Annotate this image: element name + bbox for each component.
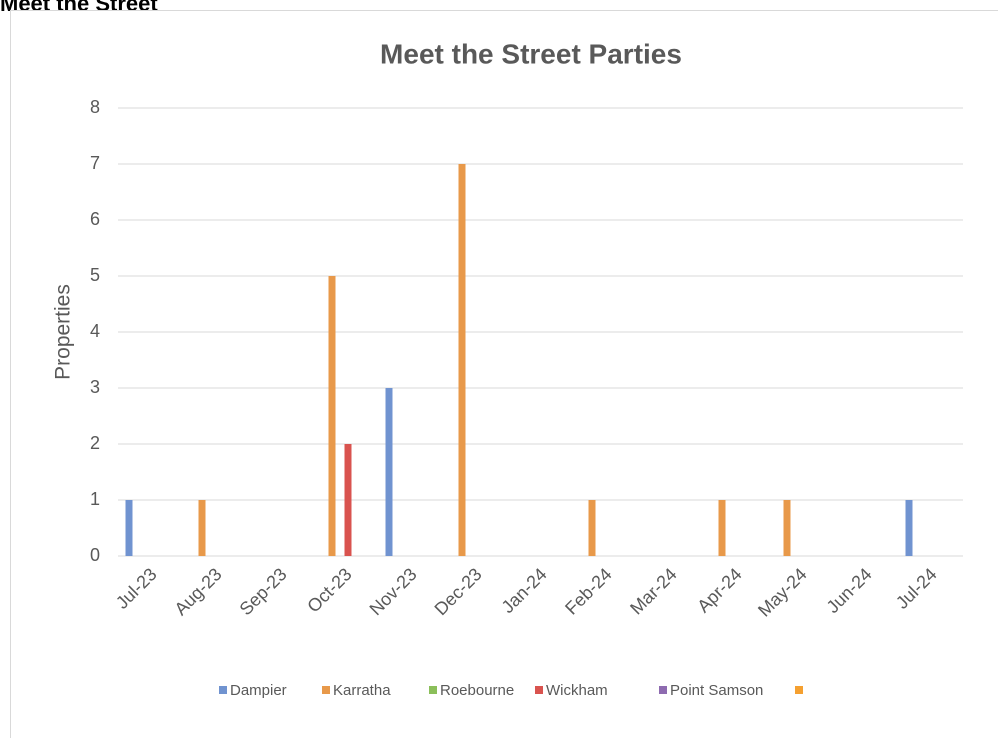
x-tick-label: Jan-24 (498, 564, 551, 617)
legend-swatch (795, 686, 803, 694)
y-axis-title: Properties (52, 284, 75, 380)
legend-swatch (429, 686, 437, 694)
bar (198, 500, 206, 556)
bar (328, 276, 336, 556)
legend-swatch (322, 686, 330, 694)
bar (718, 500, 726, 556)
x-tick-label: May-24 (754, 564, 811, 621)
x-tick-label: Nov-23 (366, 564, 421, 619)
bar (385, 388, 393, 556)
page-title: Meet the Street (0, 0, 158, 16)
x-tick-label: Jun-24 (823, 564, 876, 617)
bar (458, 164, 466, 556)
x-tick-label: Apr-24 (693, 564, 745, 616)
chart-border (10, 10, 998, 738)
legend-swatch (219, 686, 227, 694)
legend-label: Roebourne (440, 682, 514, 699)
legend-swatch (535, 686, 543, 694)
legend-label: Karratha (333, 682, 391, 699)
bar (588, 500, 596, 556)
bar (125, 500, 133, 556)
x-tick-label: Oct-23 (303, 564, 355, 616)
x-tick-label: Dec-23 (431, 564, 486, 619)
x-tick-label: Jul-23 (112, 564, 161, 613)
x-tick-label: Mar-24 (626, 564, 680, 618)
x-tick-label: Jul-24 (892, 564, 941, 613)
bar (783, 500, 791, 556)
x-tick-label: Feb-24 (561, 564, 615, 618)
y-tick-label: 3 (90, 377, 100, 397)
bar (344, 444, 352, 556)
legend-swatch (659, 686, 667, 694)
y-tick-label: 1 (90, 489, 100, 509)
y-tick-label: 4 (90, 321, 100, 341)
y-tick-label: 8 (90, 97, 100, 117)
y-tick-label: 0 (90, 545, 100, 565)
x-tick-label: Sep-23 (235, 564, 290, 619)
legend-label: Point Samson (670, 682, 763, 699)
legend-label: Dampier (230, 682, 287, 699)
bar (905, 500, 913, 556)
y-tick-label: 5 (90, 265, 100, 285)
y-tick-label: 7 (90, 153, 100, 173)
chart-title: Meet the Street Parties (380, 38, 682, 69)
y-tick-label: 6 (90, 209, 100, 229)
x-tick-label: Aug-23 (170, 564, 225, 619)
y-tick-label: 2 (90, 433, 100, 453)
legend-label: Wickham (546, 682, 608, 699)
